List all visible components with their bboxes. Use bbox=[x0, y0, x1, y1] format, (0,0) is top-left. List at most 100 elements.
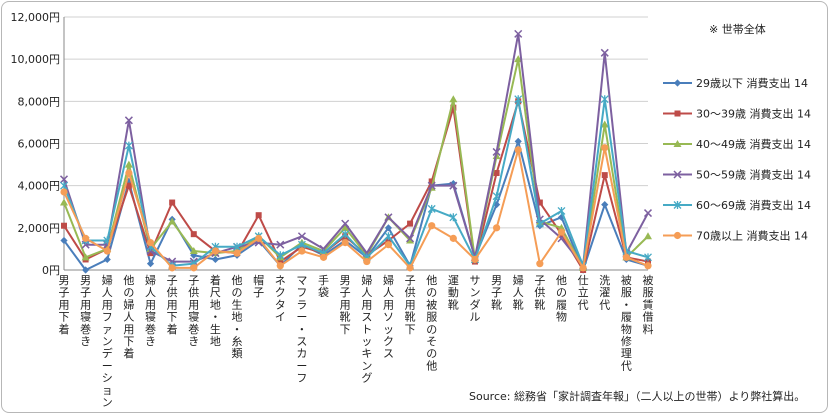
legend-entry: 30～39歳 消費支出 14 bbox=[663, 107, 811, 121]
data-point bbox=[622, 253, 630, 261]
legend-label: 50～59歳 消費支出 14 bbox=[696, 168, 811, 182]
data-point bbox=[211, 255, 220, 264]
data-point bbox=[298, 247, 306, 255]
data-point bbox=[514, 137, 522, 145]
y-axis-ticks: 0円 2,000円 4,000円 6,000円 8,000円 10,000円 12,000円 bbox=[11, 11, 61, 277]
data-point bbox=[297, 240, 306, 249]
x-tick-label: サンダル bbox=[469, 274, 480, 324]
data-point bbox=[450, 104, 457, 111]
data-point bbox=[449, 234, 457, 242]
data-point bbox=[493, 170, 500, 177]
x-tick-label: 仕立代 bbox=[578, 274, 589, 311]
data-point bbox=[189, 247, 198, 255]
data-point bbox=[384, 224, 393, 232]
data-point bbox=[601, 144, 609, 152]
legend-marker bbox=[673, 231, 682, 240]
data-point bbox=[384, 232, 393, 241]
data-point bbox=[168, 217, 177, 225]
data-point bbox=[276, 240, 285, 249]
data-point bbox=[233, 249, 241, 257]
data-point bbox=[82, 234, 90, 242]
data-point bbox=[60, 181, 68, 190]
data-point bbox=[644, 232, 652, 240]
legend-entry: 40～49歳 消費支出 14 bbox=[663, 137, 811, 151]
data-point bbox=[557, 206, 566, 215]
data-point bbox=[557, 228, 566, 236]
legend-marker bbox=[673, 79, 682, 87]
data-point bbox=[645, 258, 651, 265]
x-tick-label: 被服・履物修理代 bbox=[621, 274, 632, 372]
data-point bbox=[276, 262, 284, 270]
legend-entry: 70歳以上 消費支出 14 bbox=[663, 229, 808, 243]
series-6 bbox=[60, 144, 652, 272]
x-tick-label: 他の生地・糸類 bbox=[232, 274, 243, 360]
x-tick-label: 被服賃借料 bbox=[643, 274, 654, 336]
data-point bbox=[59, 175, 69, 184]
data-point bbox=[82, 266, 90, 274]
data-point bbox=[103, 255, 111, 264]
data-point bbox=[233, 242, 241, 251]
data-point bbox=[341, 238, 349, 247]
data-point bbox=[428, 222, 436, 230]
data-point bbox=[514, 55, 523, 63]
data-point bbox=[255, 234, 263, 242]
data-point bbox=[427, 204, 436, 213]
y-tick-label: 10,000円 bbox=[11, 53, 61, 66]
x-tick-label: 運動靴 bbox=[448, 274, 459, 311]
x-tick-label: 男子用寝巻き bbox=[80, 274, 91, 348]
legend-entry: 50～59歳 消費支出 14 bbox=[663, 168, 811, 182]
data-point bbox=[492, 224, 501, 232]
legend-entry: 60～69歳 消費支出 14 bbox=[663, 198, 811, 212]
data-point bbox=[514, 95, 523, 104]
x-tick-label: 子供用下着 bbox=[167, 274, 178, 336]
data-point bbox=[407, 220, 414, 227]
data-point bbox=[643, 209, 653, 218]
data-point bbox=[449, 213, 458, 222]
data-point bbox=[60, 198, 68, 206]
x-tick-label: 他の履物 bbox=[556, 274, 567, 324]
data-point bbox=[147, 250, 154, 257]
x-tick-label: ネクタイ bbox=[275, 274, 286, 324]
data-point bbox=[124, 116, 133, 125]
data-point bbox=[341, 219, 350, 228]
data-point bbox=[385, 237, 392, 244]
data-point bbox=[146, 238, 155, 247]
x-tick-label: 帽子 bbox=[253, 274, 264, 299]
data-point bbox=[190, 264, 198, 272]
data-point bbox=[341, 223, 350, 231]
data-point bbox=[125, 169, 133, 177]
data-point bbox=[277, 258, 284, 265]
data-point bbox=[125, 182, 132, 189]
x-tick-label: 子供靴 bbox=[534, 274, 545, 311]
data-point bbox=[60, 188, 68, 196]
x-tick-label: 婦人用ストッキング bbox=[361, 273, 372, 385]
legend-marker bbox=[673, 140, 682, 147]
y-tick-label: 12,000円 bbox=[11, 11, 61, 24]
data-point bbox=[406, 234, 415, 243]
data-point bbox=[535, 219, 544, 228]
data-point bbox=[579, 264, 587, 272]
data-point bbox=[644, 262, 652, 270]
legend-label: 60～69歳 消費支出 14 bbox=[696, 198, 811, 212]
data-point bbox=[124, 160, 133, 168]
legend-marker bbox=[673, 170, 682, 179]
data-point bbox=[449, 179, 457, 188]
data-point bbox=[514, 146, 522, 154]
x-tick-label: 子供用寝巻き bbox=[188, 274, 199, 348]
chart-note: ※ 世帯全体 bbox=[709, 22, 766, 36]
y-tick-label: 0円 bbox=[42, 264, 60, 277]
data-point bbox=[536, 260, 544, 268]
series-line bbox=[63, 58, 649, 269]
x-tick-label: 男子靴 bbox=[491, 274, 502, 311]
y-tick-label: 2,000円 bbox=[18, 222, 61, 235]
data-point bbox=[341, 230, 350, 239]
legend-label: 30～39歳 消費支出 14 bbox=[696, 107, 811, 121]
data-point bbox=[600, 48, 609, 57]
data-point bbox=[471, 255, 479, 264]
data-point bbox=[211, 247, 220, 255]
x-tick-label: 男子用下着 bbox=[59, 274, 70, 336]
data-point bbox=[492, 147, 501, 156]
data-point bbox=[384, 241, 393, 249]
data-point bbox=[492, 192, 501, 201]
